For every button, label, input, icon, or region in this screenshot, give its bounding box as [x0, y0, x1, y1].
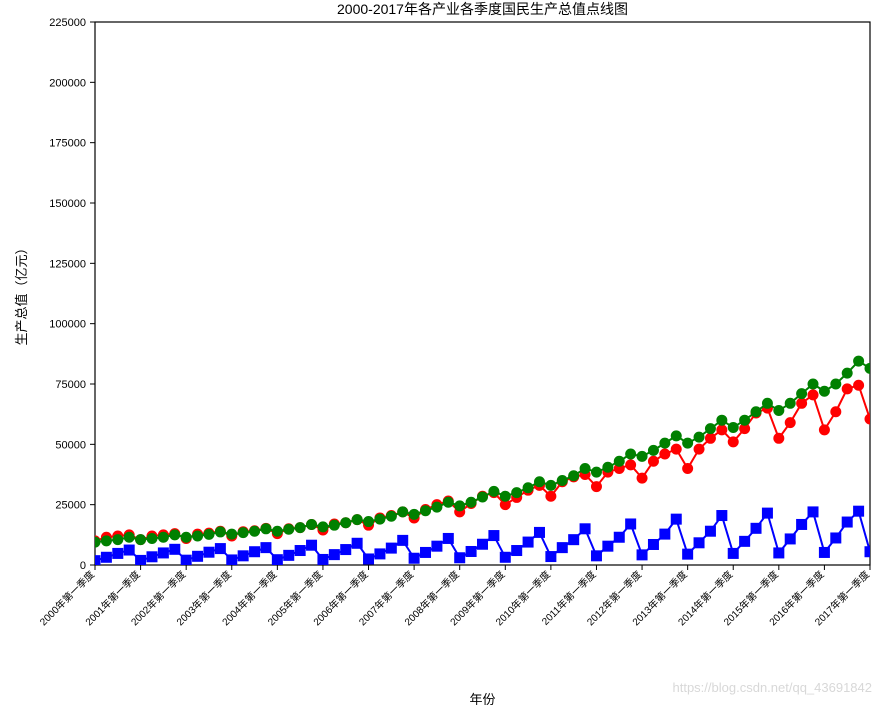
svg-text:125000: 125000	[49, 258, 86, 270]
svg-text:50000: 50000	[55, 439, 86, 451]
chart-container: 0 25000 50000 75000 100000 125000 150000 175000…	[0, 0, 882, 705]
svg-text:175000: 175000	[49, 138, 86, 150]
chart-svg: 0 25000 50000 75000 100000 125000 150000 175000…	[0, 0, 882, 705]
svg-text:生产总值（亿元）: 生产总值（亿元）	[14, 241, 29, 345]
svg-text:200000: 200000	[49, 77, 86, 89]
svg-text:150000: 150000	[49, 198, 86, 210]
svg-text:25000: 25000	[55, 500, 86, 512]
svg-text:2000-2017年各产业各季度国民生产总值点线图: 2000-2017年各产业各季度国民生产总值点线图	[337, 1, 628, 17]
svg-text:100000: 100000	[49, 319, 86, 331]
svg-text:225000: 225000	[49, 17, 86, 29]
svg-text:0: 0	[80, 560, 86, 572]
svg-text:75000: 75000	[55, 379, 86, 391]
svg-text:年份: 年份	[469, 692, 495, 705]
